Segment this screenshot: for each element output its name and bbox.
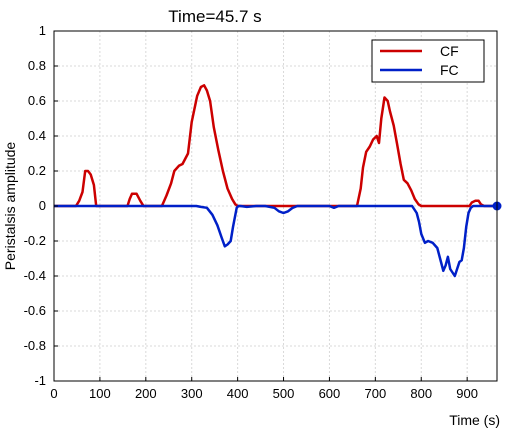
x-tick-label: 500 <box>273 386 295 401</box>
legend-label-cf: CF <box>440 43 459 59</box>
y-axis-label: Peristalsis amplitude <box>2 142 18 271</box>
y-tick-label: -0.6 <box>24 303 46 318</box>
x-tick-label: 600 <box>319 386 341 401</box>
chart-title: Time=45.7 s <box>168 7 261 26</box>
x-tick-label: 700 <box>364 386 386 401</box>
series-line-fc <box>54 204 497 278</box>
y-tick-label: 0.6 <box>28 93 46 108</box>
y-tick-label: 0 <box>39 198 46 213</box>
x-tick-label: 300 <box>181 386 203 401</box>
tick-labels: 0 100 200 300 400 500 600 700 800 900 1 0.8 0.6 0.4 0.… <box>24 23 478 401</box>
y-tick-label: -0.4 <box>24 268 46 283</box>
x-tick-label: 100 <box>89 386 111 401</box>
legend: CF FC <box>371 39 485 83</box>
y-tick-label: -0.8 <box>24 338 46 353</box>
legend-label-fc: FC <box>440 62 459 78</box>
x-tick-label: 900 <box>456 386 478 401</box>
x-tick-label: 400 <box>227 386 249 401</box>
x-axis-label: Time (s) <box>449 412 500 428</box>
y-tick-label: 0.8 <box>28 58 46 73</box>
legend-box <box>371 39 485 83</box>
x-tick-label: 200 <box>135 386 157 401</box>
y-tick-label: -0.2 <box>24 233 46 248</box>
x-tick-label: 0 <box>50 386 57 401</box>
y-tick-label: 0.4 <box>28 128 46 143</box>
x-tick-label: 800 <box>410 386 432 401</box>
y-tick-label: -1 <box>34 373 46 388</box>
y-tick-label: 1 <box>39 23 46 38</box>
series-line-cf <box>54 84 497 208</box>
y-tick-label: 0.2 <box>28 163 46 178</box>
series-group <box>54 84 502 278</box>
